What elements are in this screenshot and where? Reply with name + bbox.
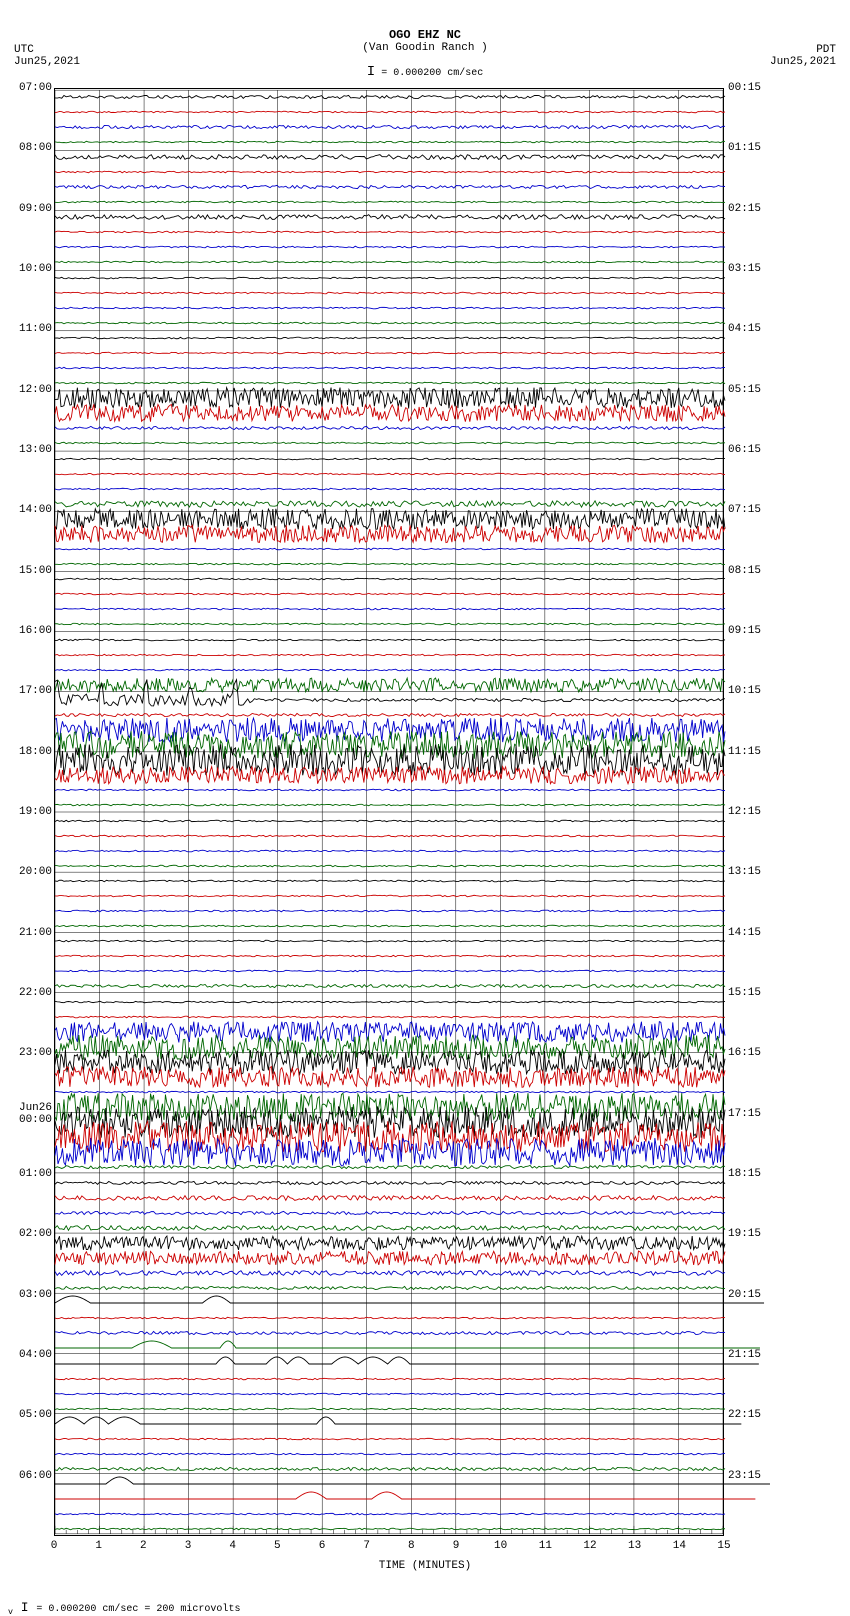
xaxis-tick-label: 3 (178, 1540, 198, 1552)
pdt-time-label: 22:15 (728, 1409, 768, 1421)
pdt-time-label: 18:15 (728, 1168, 768, 1180)
pdt-time-label: 23:15 (728, 1470, 768, 1482)
pdt-hour-labels: 00:1501:1502:1503:1504:1505:1506:1507:15… (728, 88, 768, 1536)
pdt-time-label: 00:15 (728, 82, 768, 94)
utc-time-label: 12:00 (12, 384, 52, 396)
xaxis-tick-label: 15 (714, 1540, 734, 1552)
utc-time-label: 13:00 (12, 444, 52, 456)
pdt-time-label: 12:15 (728, 806, 768, 818)
utc-time-label: 18:00 (12, 746, 52, 758)
utc-time-label: 21:00 (12, 927, 52, 939)
utc-time-label: 22:00 (12, 987, 52, 999)
xaxis-tick-label: 6 (312, 1540, 332, 1552)
xaxis-tick-label: 10 (491, 1540, 511, 1552)
xaxis-tick-label: 2 (133, 1540, 153, 1552)
pdt-time-label: 19:15 (728, 1228, 768, 1240)
footer-scale: v I = 0.000200 cm/sec = 200 microvolts (8, 1600, 240, 1616)
utc-time-label: 16:00 (12, 625, 52, 637)
utc-time-label: 23:00 (12, 1047, 52, 1059)
pdt-time-label: 07:15 (728, 504, 768, 516)
utc-time-label: 17:00 (12, 685, 52, 697)
footer-text: = 0.000200 cm/sec = 200 microvolts (36, 1604, 240, 1615)
utc-time-label: 01:00 (12, 1168, 52, 1180)
xaxis-tick-label: 1 (89, 1540, 109, 1552)
xaxis-tick-label: 11 (535, 1540, 555, 1552)
xaxis-tick-label: 7 (357, 1540, 377, 1552)
pdt-time-label: 16:15 (728, 1047, 768, 1059)
utc-time-label: 05:00 (12, 1409, 52, 1421)
pdt-time-label: 01:15 (728, 142, 768, 154)
xaxis-tick-label: 8 (401, 1540, 421, 1552)
pdt-time-label: 11:15 (728, 746, 768, 758)
pdt-time-label: 05:15 (728, 384, 768, 396)
pdt-time-label: 21:15 (728, 1349, 768, 1361)
utc-time-label: Jun26 (12, 1102, 52, 1114)
station-location: (Van Goodin Ranch ) (0, 42, 850, 54)
xaxis-tick-label: 5 (267, 1540, 287, 1552)
pdt-time-label: 15:15 (728, 987, 768, 999)
utc-time-label: 08:00 (12, 142, 52, 154)
pdt-time-label: 02:15 (728, 203, 768, 215)
pdt-time-label: 04:15 (728, 323, 768, 335)
xaxis-tick-label: 14 (669, 1540, 689, 1552)
timezone-left: UTC (14, 44, 34, 56)
utc-time-label: 00:00 (12, 1114, 52, 1126)
pdt-time-label: 13:15 (728, 866, 768, 878)
utc-time-label: 06:00 (12, 1470, 52, 1482)
utc-time-label: 20:00 (12, 866, 52, 878)
pdt-time-label: 14:15 (728, 927, 768, 939)
pdt-time-label: 08:15 (728, 565, 768, 577)
utc-time-label: 02:00 (12, 1228, 52, 1240)
utc-time-label: 11:00 (12, 323, 52, 335)
seismogram-container: OGO EHZ NC (Van Goodin Ranch ) I = 0.000… (0, 0, 850, 1613)
pdt-time-label: 10:15 (728, 685, 768, 697)
utc-hour-labels: 07:0008:0009:0010:0011:0012:0013:0014:00… (12, 88, 52, 1536)
xaxis-label: TIME (MINUTES) (0, 1560, 850, 1572)
date-right: Jun25,2021 (770, 56, 836, 68)
pdt-time-label: 09:15 (728, 625, 768, 637)
seismogram-plot (54, 88, 724, 1536)
xaxis-tick-label: 9 (446, 1540, 466, 1552)
pdt-time-label: 06:15 (728, 444, 768, 456)
utc-time-label: 10:00 (12, 263, 52, 275)
utc-time-label: 19:00 (12, 806, 52, 818)
pdt-time-label: 03:15 (728, 263, 768, 275)
utc-time-label: 04:00 (12, 1349, 52, 1361)
utc-time-label: 14:00 (12, 504, 52, 516)
pdt-time-label: 17:15 (728, 1108, 768, 1120)
timezone-right: PDT (816, 44, 836, 56)
xaxis-tick-label: 12 (580, 1540, 600, 1552)
utc-time-label: 07:00 (12, 82, 52, 94)
xaxis-tick-label: 0 (44, 1540, 64, 1552)
xaxis-tick-label: 4 (223, 1540, 243, 1552)
station-code: OGO EHZ NC (0, 28, 850, 42)
utc-time-label: 15:00 (12, 565, 52, 577)
date-left: Jun25,2021 (14, 56, 80, 68)
utc-time-label: 09:00 (12, 203, 52, 215)
utc-time-label: 03:00 (12, 1289, 52, 1301)
xaxis-tick-label: 13 (625, 1540, 645, 1552)
pdt-time-label: 20:15 (728, 1289, 768, 1301)
